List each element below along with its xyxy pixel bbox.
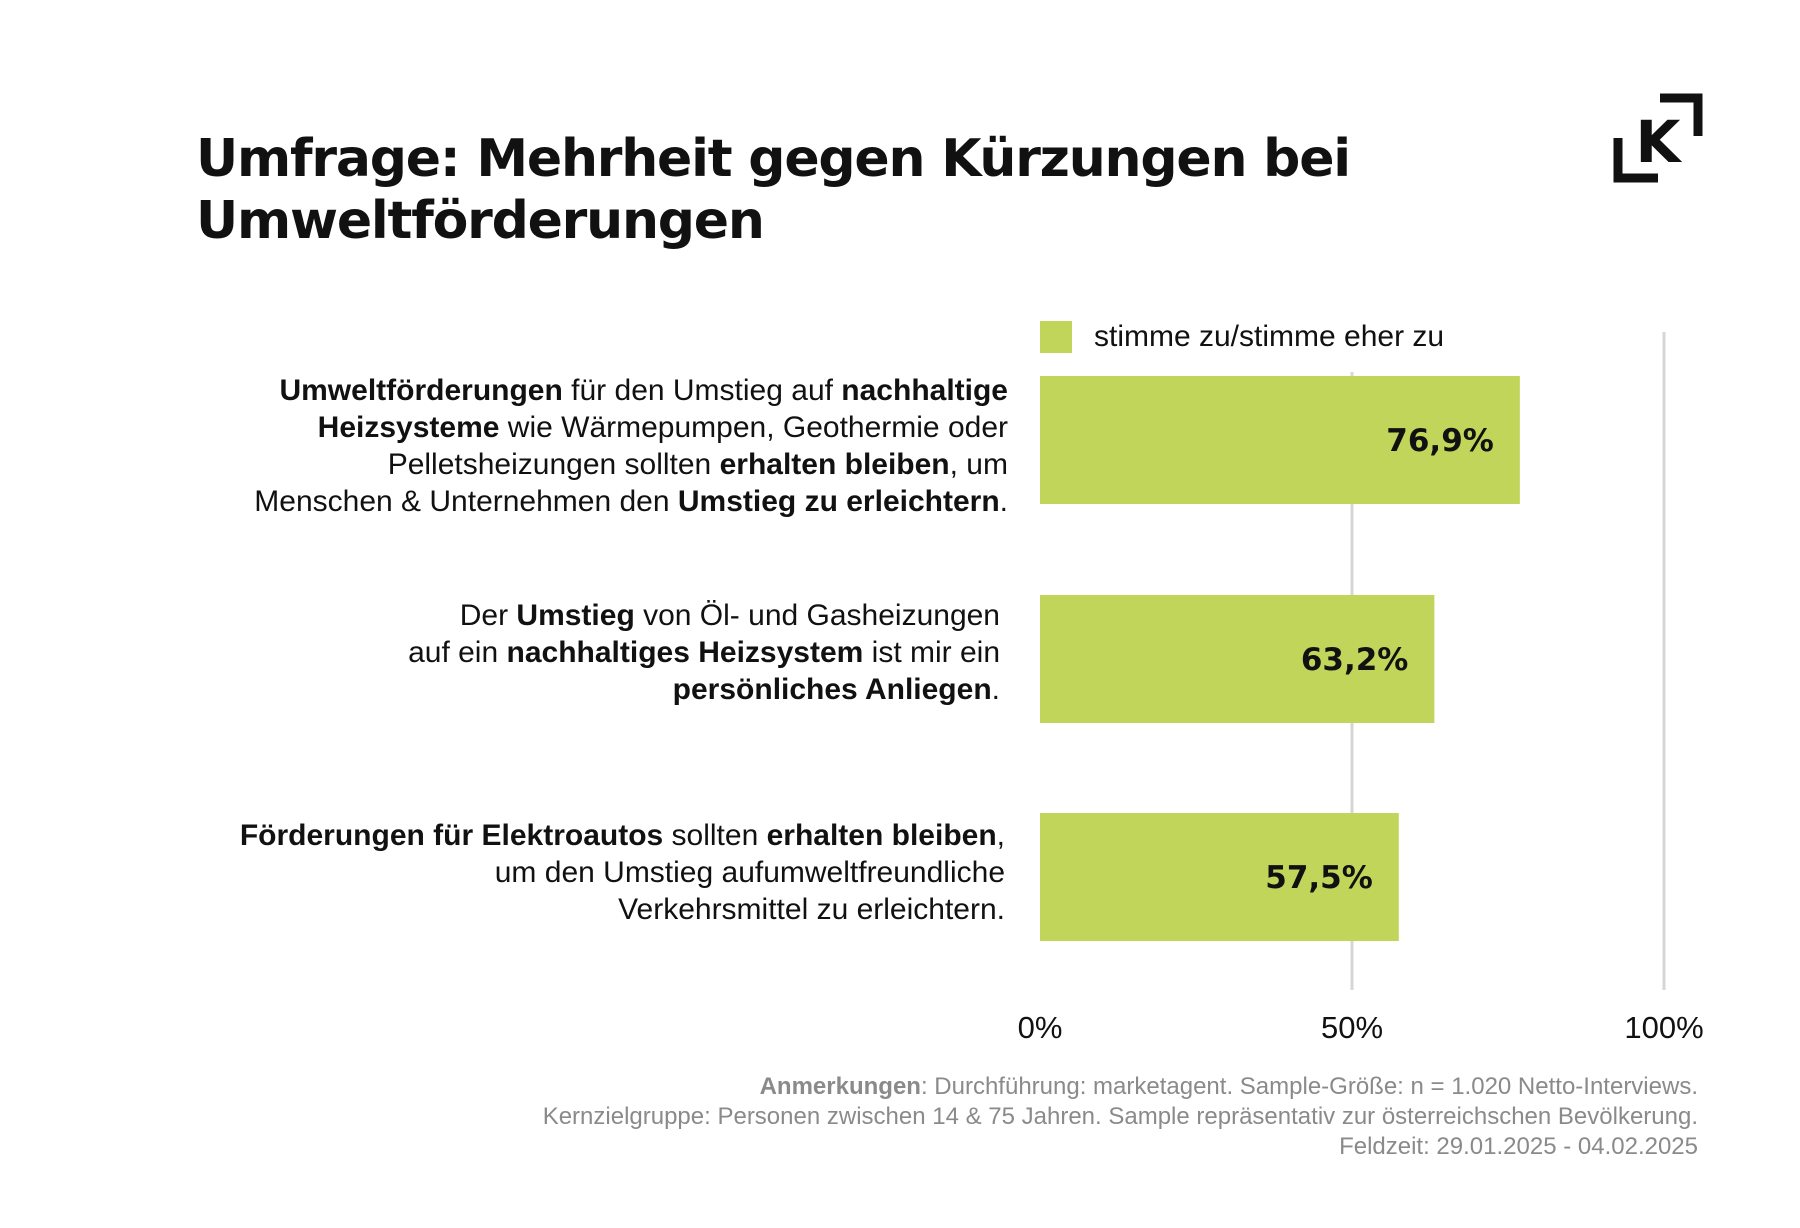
- category-label-segment: Der: [459, 599, 517, 632]
- logo-letter: K: [1636, 108, 1683, 176]
- category-label-2-line: persönliches Anliegen.: [408, 671, 1000, 708]
- chart-title-line-1: Umfrage: Mehrheit gegen Kürzungen bei: [196, 129, 1351, 189]
- category-label-segment: .: [999, 485, 1008, 518]
- category-label-segment: Umweltförderungen: [279, 374, 563, 407]
- category-label-3: Förderungen für Elektroautos sollten erh…: [240, 817, 1005, 928]
- bar-value-label-3: 57,5%: [1265, 860, 1373, 896]
- bar-value-label-1: 76,9%: [1386, 423, 1494, 459]
- footnotes: Anmerkungen: Durchführung: marketagent. …: [543, 1072, 1698, 1162]
- category-label-segment: Verkehrsmittel zu erleichtern.: [618, 893, 1005, 926]
- category-label-2-line: auf ein nachhaltiges Heizsystem ist mir …: [408, 634, 1000, 671]
- category-label-1: Umweltförderungen für den Umstieg auf na…: [254, 372, 1008, 520]
- category-label-segment: von Öl- und Gasheizungen: [634, 599, 1000, 632]
- category-label-segment: erhalten bleiben: [766, 819, 997, 852]
- category-label-segment: sollten: [663, 819, 767, 852]
- x-tick-label-50: 50%: [1321, 1010, 1383, 1045]
- chart-title-line-2: Umweltförderungen: [196, 191, 765, 251]
- category-label-segment: Menschen & Unternehmen den: [254, 485, 678, 518]
- category-label-segment: Förderungen für Elektroautos: [239, 819, 664, 852]
- category-label-segment: Heizsysteme: [317, 411, 500, 444]
- category-label-segment: nachhaltiges Heizsystem: [506, 636, 864, 669]
- category-label-segment: für den Umstieg auf: [562, 374, 842, 407]
- category-label-segment: Umstieg zu erleichtern: [677, 485, 1000, 518]
- category-label-2-line: Der Umstieg von Öl- und Gasheizungen: [408, 597, 1000, 634]
- category-label-1-line: Pelletsheizungen sollten erhalten bleibe…: [254, 446, 1008, 483]
- category-label-segment: ,: [996, 819, 1005, 852]
- category-label-segment: .: [991, 673, 1000, 706]
- category-label-segment: um den Umstieg aufumweltfreundliche: [494, 856, 1005, 889]
- category-label-segment: wie Wärmepumpen, Geothermie oder: [499, 411, 1008, 444]
- legend: stimme zu/stimme eher zu: [1040, 318, 1444, 356]
- bar-2: [1040, 595, 1435, 723]
- legend-label: stimme zu/stimme eher zu: [1094, 320, 1445, 353]
- category-label-2: Der Umstieg von Öl- und Gasheizungen auf …: [408, 597, 1000, 708]
- category-label-3-line: um den Umstieg aufumweltfreundliche: [240, 854, 1005, 891]
- category-label-segment: nachhaltige: [841, 374, 1008, 407]
- footnote-line-1: Anmerkungen: Durchführung: marketagent. …: [543, 1072, 1698, 1102]
- bar-1: [1040, 376, 1520, 504]
- category-label-1-line: Umweltförderungen für den Umstieg auf na…: [254, 372, 1008, 409]
- footnote-line-2: Kernzielgruppe: Personen zwischen 14 & 7…: [542, 1103, 1698, 1130]
- category-label-1-line: Menschen & Unternehmen den Umstieg zu er…: [254, 483, 1008, 520]
- bar-3: [1040, 813, 1399, 941]
- footnote-line-3: Feldzeit: 29.01.2025 - 04.02.2025: [1339, 1133, 1698, 1160]
- category-label-segment: persönliches Anliegen: [672, 673, 992, 706]
- category-label-segment: ist mir ein: [863, 636, 1000, 669]
- category-label-segment: Umstieg: [516, 599, 635, 632]
- x-tick-label-0: 0%: [1018, 1010, 1063, 1045]
- legend-swatch: [1040, 321, 1072, 353]
- k-bracket-logo-icon: K: [1613, 93, 1703, 183]
- x-tick-label-100: 100%: [1624, 1010, 1703, 1045]
- category-label-segment: erhalten bleiben: [719, 448, 950, 481]
- category-label-segment: auf ein: [408, 636, 507, 669]
- bar-value-label-2: 63,2%: [1301, 642, 1409, 678]
- category-label-1-line: Heizsysteme wie Wärmepumpen, Geothermie …: [254, 409, 1008, 446]
- chart-title: Umfrage: Mehrheit gegen Kürzungen bei Um…: [196, 128, 1396, 252]
- footnote-line-1-text: : Durchführung: marketagent. Sample-Größ…: [920, 1073, 1698, 1100]
- category-label-3-line: Förderungen für Elektroautos sollten erh…: [240, 817, 1005, 854]
- category-label-3-line: Verkehrsmittel zu erleichtern.: [240, 891, 1005, 928]
- category-label-segment: , um: [949, 448, 1008, 481]
- category-label-segment: Pelletsheizungen sollten: [387, 448, 720, 481]
- footnote-label: Anmerkungen: [759, 1073, 921, 1100]
